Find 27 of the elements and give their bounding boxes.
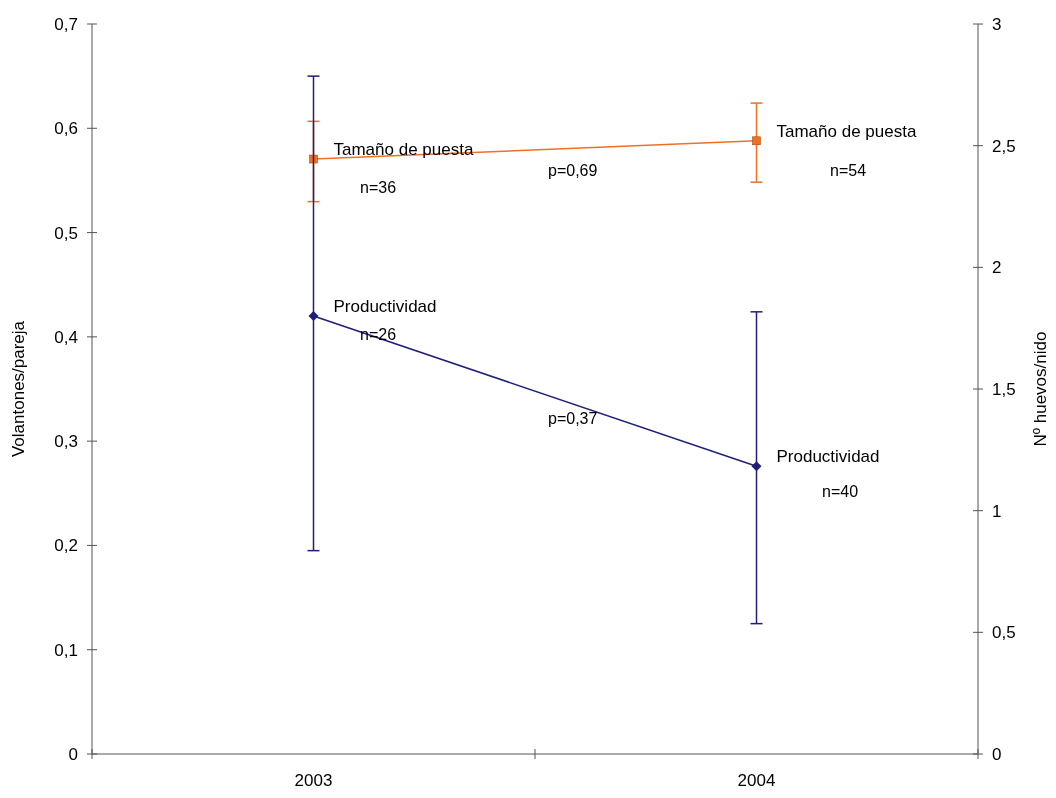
y2-axis-title: Nº huevos/nido: [1031, 331, 1050, 447]
text: Productividad: [776, 447, 880, 467]
y2-tick-label: 1,5: [992, 380, 1016, 399]
y2-tick-label: 0: [992, 745, 1002, 764]
y2-tick-label: 2: [992, 258, 1002, 278]
x-tick-label: 2004: [737, 771, 776, 790]
annotation: p=0,37: [548, 410, 598, 427]
y-tick-label: 0,3: [54, 432, 78, 452]
annotation: n=40: [822, 483, 859, 500]
y2-tick-label: 3: [992, 15, 1002, 34]
y-tick-label: 0,4: [54, 327, 78, 347]
series-label: Productividad: [333, 297, 437, 316]
annotation: n=36: [360, 179, 397, 196]
y2-tick-label: 0,5: [992, 623, 1016, 643]
y-tick-label: 0,5: [54, 223, 78, 243]
y-tick-label: 0,7: [54, 15, 78, 34]
y-tick-label: 0: [68, 745, 78, 764]
annotation: p=0,69: [548, 162, 598, 179]
y-tick-label: 0,2: [54, 536, 78, 556]
y2-tick-label: 2,5: [992, 136, 1016, 156]
y2-tick-label: 1: [992, 501, 1002, 521]
y-axis-title: Volantones/pareja: [9, 320, 28, 458]
annotation: n=54: [830, 162, 867, 179]
x-tick-label: 2003: [294, 771, 333, 790]
y-tick-label: 0,6: [54, 119, 78, 139]
y-tick-label: 0,1: [54, 640, 78, 660]
text: Tamaño de puesta: [776, 121, 917, 141]
